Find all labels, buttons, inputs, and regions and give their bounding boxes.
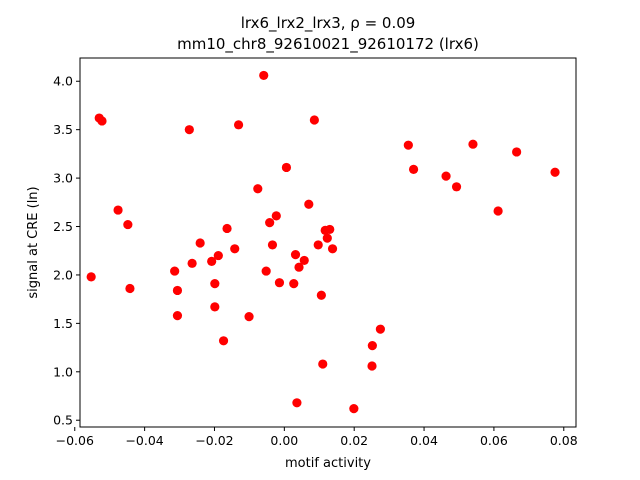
data-points [86,70,560,414]
data-point-8 [172,311,183,321]
y-tick-label: 1.0 [53,364,73,379]
data-point-54 [550,167,560,177]
data-point-40 [322,233,332,243]
data-point-24 [265,218,275,228]
y-tick-label: 4.0 [53,74,73,89]
data-point-6 [170,266,180,276]
y-tick-label: 1.5 [53,316,73,331]
data-point-9 [184,125,194,135]
y-tick-label: 0.5 [53,413,73,428]
y-tick-label: 3.5 [53,122,73,137]
chart-title-line2: mm10_chr8_92610021_92610172 (lrx6) [177,35,479,54]
data-point-53 [512,147,522,157]
data-point-22 [259,70,269,81]
data-point-3 [113,205,123,215]
data-point-52 [493,206,503,216]
x-tick-label: −0.02 [195,433,233,448]
data-point-20 [244,311,254,322]
data-point-46 [375,324,385,334]
data-point-29 [289,279,299,289]
y-axis-label: signal at CRE (ln) [26,186,41,298]
y-axis-ticks: 0.5 1.0 1.5 2.0 2.5 3.0 3.5 4.0 [53,74,80,428]
x-tick-label: −0.06 [56,433,94,448]
x-tick-label: −0.04 [125,433,163,448]
data-point-41 [325,224,335,235]
data-point-48 [408,164,419,174]
data-point-45 [367,341,377,351]
data-point-28 [281,162,292,173]
data-point-44 [367,361,377,371]
y-tick-label: 2.5 [53,219,73,234]
x-tick-label: 0.06 [480,433,508,448]
data-point-30 [290,250,301,260]
x-tick-label: 0.08 [550,433,578,448]
data-point-15 [213,250,223,261]
data-point-5 [125,283,135,294]
data-point-38 [318,359,328,369]
data-point-42 [327,244,338,254]
data-point-35 [309,115,319,125]
data-point-7 [172,285,183,296]
data-point-36 [313,240,323,250]
data-point-11 [195,238,205,248]
y-tick-label: 2.0 [53,267,73,282]
data-point-2 [97,116,107,126]
x-axis-label: motif activity [285,456,371,471]
data-point-49 [441,171,451,181]
x-tick-label: 0.00 [270,433,298,448]
data-point-14 [210,302,220,312]
x-tick-label: 0.02 [340,433,368,448]
plot-area [79,57,577,428]
data-point-27 [274,278,285,288]
data-point-4 [123,219,133,230]
data-point-47 [403,140,413,150]
data-point-19 [233,120,244,130]
data-point-0 [86,272,96,282]
data-point-33 [299,255,309,266]
data-point-18 [230,244,240,254]
y-tick-label: 3.0 [53,171,73,186]
data-point-31 [292,398,302,408]
data-point-34 [304,199,314,209]
data-point-26 [271,211,281,221]
data-point-13 [210,279,220,289]
data-point-10 [187,258,197,268]
data-point-17 [222,223,232,234]
data-point-43 [349,404,359,414]
x-axis-ticks: −0.06 −0.04 −0.02 0.00 0.02 0.04 0.06 0.08 [56,427,578,448]
data-point-21 [253,184,263,194]
data-point-16 [218,336,229,346]
chart-title-line1: lrx6_lrx2_lrx3, ρ = 0.09 [241,14,416,33]
data-point-12 [207,256,217,266]
data-point-23 [261,266,271,276]
data-point-37 [316,290,326,300]
x-tick-label: 0.04 [410,433,438,448]
data-point-25 [267,240,278,250]
data-point-32 [294,262,304,272]
data-point-51 [468,139,478,149]
data-point-50 [451,182,462,192]
